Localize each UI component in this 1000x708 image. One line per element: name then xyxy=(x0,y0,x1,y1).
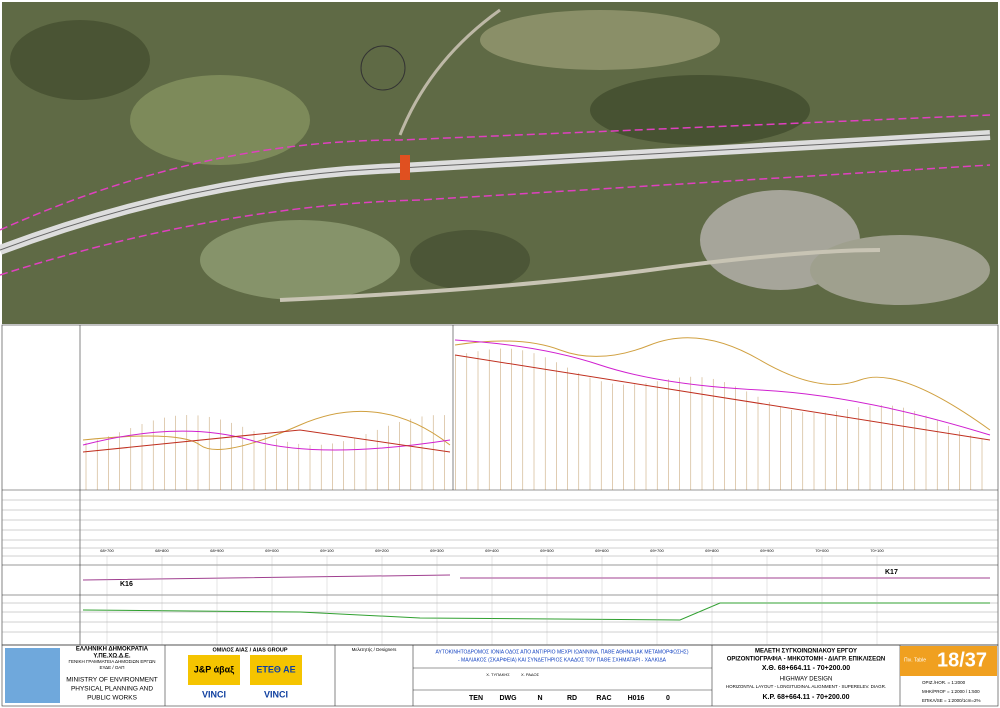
ministry-english: MINISTRY OF ENVIRONMENT xyxy=(66,677,158,684)
drawing-title: Χ.Θ. 68+664.11 - 70+200.00 xyxy=(762,665,850,672)
drawing-code: 0 xyxy=(666,695,670,702)
table-number: 18/37 xyxy=(937,649,987,671)
ministry-unit: ΕΥΔΕ / ΟΑΠ xyxy=(99,665,124,670)
station-label: 68+900 xyxy=(210,548,224,553)
designers-label: Μελετητής / Designers xyxy=(352,646,397,652)
magenta-line xyxy=(82,339,991,451)
station-label: 69+100 xyxy=(320,548,334,553)
drawing-title: ΜΕΛΕΤΗ ΣΥΓΚΟΙΝΩΝΙΑΚΟΥ ΕΡΓΟΥ xyxy=(755,649,857,655)
station-label: 69+000 xyxy=(265,548,279,553)
station-label: 69+300 xyxy=(430,548,444,553)
scale: ΟΡΙΖ./HOR. = 1:2000 xyxy=(922,680,966,685)
aerial-photo xyxy=(0,2,998,324)
project-title: - ΜΑΛΙΑΚΟΣ (ΣΚΑΡΦΕΙΑ) ΚΑΙ ΣΥΝΔΕΤΗΡΙΟΣ ΚΛ… xyxy=(458,657,667,663)
ministry-logo xyxy=(5,648,60,703)
jp-logo xyxy=(188,655,240,685)
drawing-code: H016 xyxy=(628,695,645,702)
scale: ΜΗΚ/PROF = 1:2000 / 1:500 xyxy=(922,689,980,694)
ground-line xyxy=(82,337,991,450)
drawing-code: RAC xyxy=(596,695,611,702)
superelevation-line xyxy=(82,602,990,621)
marker-label: K16 xyxy=(120,581,133,588)
station-label: 68+800 xyxy=(155,548,169,553)
drawing-code: DWG xyxy=(499,695,517,702)
drawing-code: RD xyxy=(567,695,577,702)
logo-text: ΕΤΕΘ ΑΕ xyxy=(256,664,295,674)
logo-text: J&P άβαξ xyxy=(194,664,234,674)
station-label: 70+100 xyxy=(870,548,884,553)
station-label: 69+600 xyxy=(595,548,609,553)
drawing-code: N xyxy=(537,695,542,702)
station-labels: 68+700 68+800 68+900 69+000 69+100 69+200 69+3… xyxy=(100,548,885,645)
table-label: Πιν. Table xyxy=(904,657,926,663)
drawing-title: HORIZONTAL LAYOUT - LONGITUDINAL ALIGNME… xyxy=(726,684,886,689)
station-label: 69+700 xyxy=(650,548,664,553)
station-label: 68+700 xyxy=(100,548,114,553)
grade-line xyxy=(82,354,991,453)
eteth-logo xyxy=(250,655,302,685)
ministry-dept: Υ.ΠΕ.ΧΩ.Δ.Ε. xyxy=(93,654,130,660)
marker-label: K17 xyxy=(885,569,898,576)
signature: Χ. ΡΑΔΟΣ xyxy=(521,672,540,677)
group-name: ΟΜΙΛΟΣ ΑΙΑΣ / AIAS GROUP xyxy=(212,647,287,653)
logo-text: VINCI xyxy=(264,689,288,699)
ministry-english: PUBLIC WORKS xyxy=(87,695,138,702)
station-label: 69+900 xyxy=(760,548,774,553)
station-label: 70+000 xyxy=(815,548,829,553)
signature: Χ. ΤΥΠΑΚΗΣ xyxy=(486,672,510,677)
drawing-title: ΟΡΙΖΟΝΤΙΟΓΡΑΦΙΑ - ΜΗΚΟΤΟΜΗ - ΔΙΑΓΡ. ΕΠΙΚ… xyxy=(727,657,886,663)
project-title: ΑΥΤΟΚΙΝΗΤΟΔΡΟΜΟΣ ΙΟΝΙΑ ΟΔΟΣ ΑΠΟ ΑΝΤΙΡΡΙΟ… xyxy=(436,649,689,655)
drawing-code: TEN xyxy=(469,695,483,702)
drawing-title: HIGHWAY DESIGN xyxy=(780,677,833,683)
ministry-english: PHYSICAL PLANNING AND xyxy=(71,686,153,693)
station-label: 69+400 xyxy=(485,548,499,553)
scale: ΕΠΙΚΛ/SE = 1:2000/1cm=2% xyxy=(922,698,981,703)
station-label: 69+800 xyxy=(705,548,719,553)
drawing-title: K.P. 68+664.11 - 70+200.00 xyxy=(762,694,849,701)
ministry-secretariat: ΓΕΝΙΚΗ ΓΡΑΜΜΑΤΕΙΑ ΔΗΜΟΣΙΩΝ ΕΡΓΩΝ xyxy=(68,659,155,664)
profile-ordinates xyxy=(85,348,983,490)
logo-text: VINCI xyxy=(202,689,226,699)
curvature-line xyxy=(82,574,990,581)
table-badge xyxy=(900,646,997,676)
station-label: 69+200 xyxy=(375,548,389,553)
station-label: 69+500 xyxy=(540,548,554,553)
ministry-name: ΕΛΛΗΝΙΚΗ ΔΗΜΟΚΡΑΤΙΑ xyxy=(76,647,149,653)
